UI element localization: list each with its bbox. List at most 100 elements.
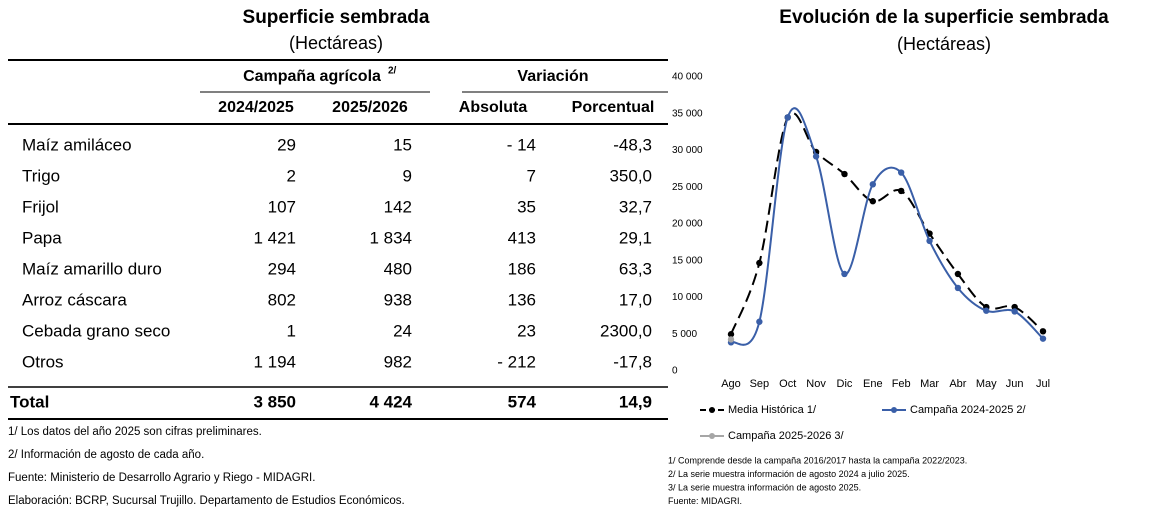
legend-marker xyxy=(709,407,715,413)
cell: 1 421 xyxy=(253,228,296,247)
table-title: Superficie sembrada xyxy=(243,7,430,28)
legend-label: Campaña 2025-2026 3/ xyxy=(728,430,845,442)
cell: 2 xyxy=(287,166,296,185)
x-tick-label: Abr xyxy=(949,378,966,390)
cell: 136 xyxy=(508,290,536,309)
note: 2/ Información de agosto de cada año. xyxy=(8,449,204,461)
data-point xyxy=(727,336,735,343)
series-line xyxy=(730,112,1044,335)
legend-marker xyxy=(891,407,897,413)
x-tick-label: Jun xyxy=(1006,378,1024,390)
data-point xyxy=(1011,308,1018,315)
note: Elaboración: BCRP, Sucursal Trujillo. De… xyxy=(8,495,405,507)
cell: 29,1 xyxy=(619,228,652,247)
chart-title: Evolución de la superficie sembrada xyxy=(779,7,1109,28)
y-tick-label: 10 000 xyxy=(672,292,703,303)
data-point xyxy=(841,270,848,278)
y-tick-label: 15 000 xyxy=(672,255,703,266)
x-tick-label: Sep xyxy=(750,378,770,390)
x-tick-label: May xyxy=(976,378,997,390)
cell: 2300,0 xyxy=(600,321,652,340)
cell: - 212 xyxy=(497,352,536,371)
cell: 4 424 xyxy=(369,392,412,411)
cell: 29 xyxy=(277,135,296,154)
data-point xyxy=(1039,335,1047,342)
y-tick-label: 30 000 xyxy=(672,145,703,156)
y-tick-label: 5 000 xyxy=(672,329,697,340)
data-point xyxy=(869,181,877,188)
x-tick-label: Dic xyxy=(837,378,853,390)
cell: 413 xyxy=(508,228,536,247)
note: 1/ Los datos del año 2025 son cifras pre… xyxy=(8,426,262,438)
cell: 15 xyxy=(393,135,412,154)
chart-note: 1/ Comprende desde la campaña 2016/2017 … xyxy=(668,455,967,465)
row-label: Frijol xyxy=(22,197,59,216)
row-label: Papa xyxy=(22,228,62,247)
cell: 107 xyxy=(268,197,296,216)
group-note: 2/ xyxy=(388,66,397,77)
data-point xyxy=(983,307,990,314)
x-tick-label: Mar xyxy=(920,378,939,390)
row-label: Otros xyxy=(22,352,64,371)
data-point xyxy=(1011,303,1018,311)
chart-note: 2/ La serie muestra información de agost… xyxy=(668,469,910,479)
legend-label: Media Histórica 1/ xyxy=(728,404,817,416)
cell: 982 xyxy=(384,352,412,371)
cell: -17,8 xyxy=(613,352,652,371)
data-point xyxy=(954,284,962,292)
y-tick-label: 0 xyxy=(672,366,678,377)
row-label: Maíz amarillo duro xyxy=(22,259,162,278)
cell: 32,7 xyxy=(619,197,652,216)
cell: 24 xyxy=(393,321,412,340)
cell: 350,0 xyxy=(609,166,652,185)
x-tick-label: Feb xyxy=(892,378,911,390)
y-tick-label: 20 000 xyxy=(672,219,703,230)
cell: 14,9 xyxy=(619,392,652,411)
cell: 9 xyxy=(403,166,412,185)
cell: 1 194 xyxy=(253,352,296,371)
note: Fuente: Ministerio de Desarrollo Agrario… xyxy=(8,472,315,484)
row-label: Arroz cáscara xyxy=(22,290,127,309)
data-point xyxy=(841,170,848,178)
legend-label: Campaña 2024-2025 2/ xyxy=(910,404,1027,416)
data-point xyxy=(756,259,763,267)
cell: 186 xyxy=(508,259,536,278)
cell: 1 834 xyxy=(369,228,412,247)
row-label: Maíz amiláceo xyxy=(22,135,132,154)
data-point xyxy=(869,198,877,205)
cell: 574 xyxy=(508,392,537,411)
x-tick-label: Nov xyxy=(806,378,826,390)
column-header: 2024/2025 xyxy=(218,99,294,116)
column-header: 2025/2026 xyxy=(332,99,408,116)
cell: 7 xyxy=(527,166,536,185)
cell: 35 xyxy=(517,197,536,216)
chart-note: Fuente: MIDAGRI. xyxy=(668,496,742,506)
data-point xyxy=(812,153,820,160)
legend-marker xyxy=(709,433,715,439)
group-header: Campaña agrícola xyxy=(243,68,381,85)
row-label: Total xyxy=(10,392,49,411)
x-tick-label: Ene xyxy=(863,378,883,390)
data-point xyxy=(954,270,962,278)
x-tick-label: Oct xyxy=(779,378,796,390)
data-point xyxy=(784,114,791,121)
group-header: Variación xyxy=(517,68,588,85)
column-header: Porcentual xyxy=(572,99,655,116)
y-tick-label: 25 000 xyxy=(672,182,703,193)
cell: 294 xyxy=(268,259,296,278)
cell: 1 xyxy=(287,321,296,340)
cell: 3 850 xyxy=(253,392,296,411)
data-point xyxy=(1039,328,1047,335)
cell: 142 xyxy=(384,197,412,216)
y-tick-label: 40 000 xyxy=(672,72,703,83)
cell: 938 xyxy=(384,290,412,309)
cell: 17,0 xyxy=(619,290,652,309)
cell: 23 xyxy=(517,321,536,340)
y-tick-label: 35 000 xyxy=(672,108,703,119)
chart-note: 3/ La serie muestra información de agost… xyxy=(668,482,861,492)
column-header: Absoluta xyxy=(459,99,528,116)
data-point xyxy=(727,331,735,338)
data-point xyxy=(897,187,905,195)
x-tick-label: Ago xyxy=(721,378,741,390)
